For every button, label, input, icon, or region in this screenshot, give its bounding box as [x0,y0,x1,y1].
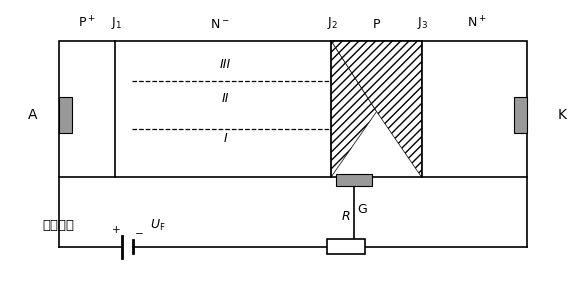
Text: II: II [222,92,230,105]
Text: A: A [28,108,38,122]
Text: J$_1$: J$_1$ [111,15,122,31]
Text: P$^+$: P$^+$ [79,15,96,31]
Bar [59,41,527,177]
Text: $R$: $R$ [342,210,351,223]
Text: −: − [135,229,144,239]
Polygon shape [331,41,377,177]
Bar [514,98,527,133]
Bar [326,239,364,254]
Text: J$_3$: J$_3$ [417,15,428,31]
Text: +: + [111,225,120,235]
Bar [59,98,72,133]
Text: I: I [224,132,227,145]
Text: 部分導通: 部分導通 [43,219,75,232]
Text: P: P [373,17,380,31]
Bar [336,174,372,186]
Text: K: K [557,108,567,122]
Text: $U_{\mathrm{F}}$: $U_{\mathrm{F}}$ [149,218,165,233]
Text: III: III [220,58,231,71]
Text: J$_2$: J$_2$ [326,15,338,31]
Text: G: G [357,203,367,216]
Polygon shape [331,41,421,177]
Text: N$^-$: N$^-$ [210,17,230,31]
Text: N$^+$: N$^+$ [468,15,487,31]
